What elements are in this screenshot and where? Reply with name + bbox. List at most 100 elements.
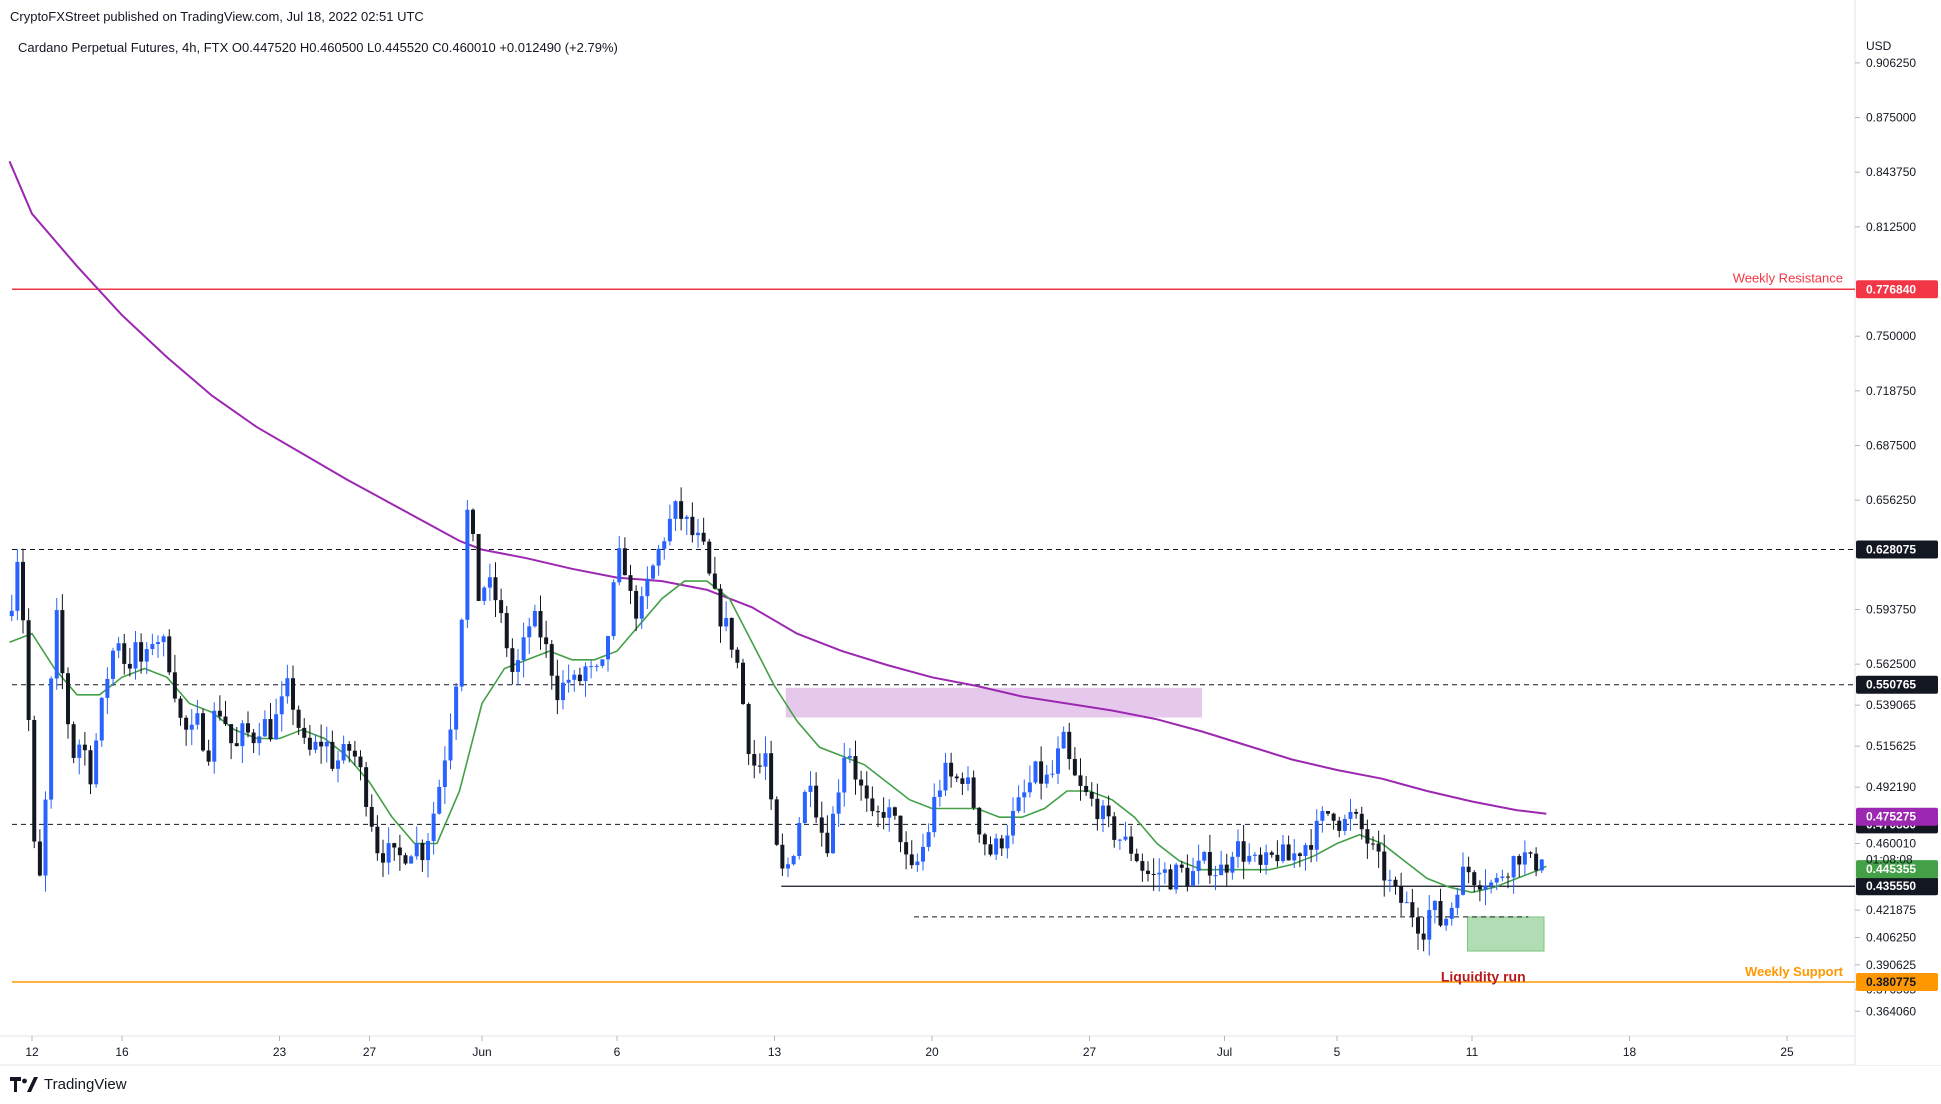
y-tick-label: 0.390625 [1866,958,1916,972]
candle-down [319,741,324,747]
ema-slow-line [8,160,1547,815]
candle-down [381,853,385,863]
candle-down [1337,820,1342,831]
candle-up [1050,773,1055,775]
ema-price-badge-bg [1856,860,1938,879]
candle-up [313,741,318,750]
candle-up [279,696,284,715]
candle-up [667,518,672,542]
candle-down [392,843,397,848]
candle-down [1078,775,1083,786]
candle-down [741,662,745,704]
candle-up [1016,797,1021,812]
candle-down [864,785,869,799]
candle-down [510,648,515,672]
candle-up [1213,875,1218,877]
candle-down [1326,811,1330,814]
candle-down [420,843,425,861]
ema-price-badge-bg [1856,807,1938,826]
y-tick-label: 0.906250 [1866,56,1916,70]
resistance-price-badge-bg [1856,280,1938,299]
candle-up [516,660,520,672]
candle-up [583,666,588,682]
candle-down [909,854,914,866]
tradingview-wordmark: TradingView [44,1076,127,1093]
candle-up [1011,811,1015,836]
candle-up [336,760,340,769]
y-tick-label: 0.515625 [1866,739,1916,753]
candle-up [943,762,948,791]
candle-up [1522,852,1527,865]
candle-up [1404,902,1409,904]
candle-down [330,741,335,769]
candle-down [814,785,819,818]
candle-up [1292,853,1297,861]
tradingview-logo-icon [10,1076,38,1092]
candle-up [448,729,453,761]
candle-up [1162,869,1167,873]
x-tick-label: 23 [273,1045,287,1059]
candle-up [561,682,565,701]
level-price-badge: 0.550765 [1866,678,1916,692]
candle-down [1168,869,1173,890]
candle-up [1489,882,1494,887]
candle-up [1101,805,1105,820]
currency-label: USD [1866,39,1892,53]
candle-up [662,541,667,549]
candle-down [757,765,762,767]
tradingview-branding[interactable]: TradingView [10,1076,127,1093]
resistance-price-badge: 0.776840 [1866,282,1916,296]
ema-fast-line [9,580,1547,894]
candle-down [229,724,234,744]
candle-down [291,678,295,710]
candle-down [712,573,717,589]
candle-down [1185,867,1190,887]
candle-up [9,610,14,617]
candle-down [1393,879,1398,887]
candle-down [26,620,31,720]
x-tick-label: Jul [1217,1045,1232,1059]
candle-up [566,679,571,683]
candle-down [859,779,864,786]
candle-down [71,724,76,758]
candle-down [364,767,369,807]
candle-down [82,744,87,751]
candle-down [1354,811,1359,814]
candle-down [1309,845,1314,850]
candle-down [1528,852,1533,854]
candle-down [1534,853,1539,871]
candle-down [1416,917,1420,934]
candle-up [105,678,110,698]
candle-down [1286,844,1291,861]
candle-up [465,509,470,620]
candle-down [1421,933,1426,940]
candle-up [1455,894,1460,908]
candle-up [1230,856,1235,873]
candle-down [1146,870,1150,874]
candle-up [1320,811,1325,821]
candle-up [1348,811,1353,819]
candle-down [853,756,858,780]
candle-down [1365,829,1370,844]
candle-down [1472,872,1477,886]
candle-down [201,713,205,751]
x-tick-label: 25 [1780,1045,1794,1059]
candle-down [397,847,402,856]
candle-up [645,578,650,597]
candle-down [701,532,706,542]
resistance-zone [785,687,1202,718]
candle-up [1252,854,1257,856]
candle-up [1264,852,1269,865]
candle-up [1427,910,1432,940]
candle-up [589,666,594,668]
candle-down [122,643,127,664]
support-price-badge: 0.380775 [1866,975,1916,989]
candle-up [1444,918,1449,926]
candle-up [1202,852,1207,861]
candle-up [1027,782,1032,793]
candle-up [1174,864,1179,890]
candle-down [37,841,42,876]
candle-down [954,776,959,779]
candle-down [774,799,779,845]
